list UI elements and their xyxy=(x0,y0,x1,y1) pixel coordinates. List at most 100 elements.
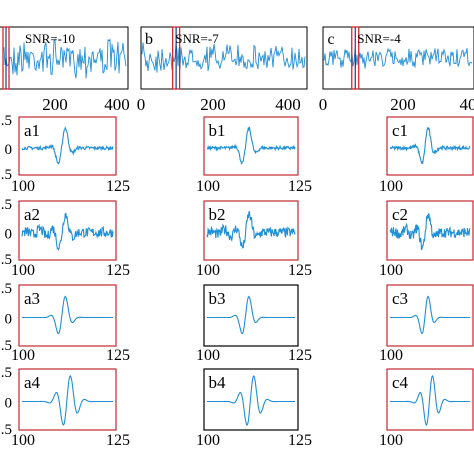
panel-letter: b xyxy=(145,31,153,48)
x-tick-label: 200 xyxy=(390,95,416,114)
subplot-b1 xyxy=(203,116,299,176)
y-tick-label: .5 xyxy=(1,167,12,183)
subplot-frame xyxy=(203,116,299,176)
x-tick-label: 100 xyxy=(11,347,35,364)
x-tick-label: 0 xyxy=(137,95,146,114)
snr-label: SNR=-10 xyxy=(25,31,75,46)
subplot-c2 xyxy=(386,200,474,261)
y-tick-label: .5 xyxy=(1,365,12,381)
x-tick-label: 200 xyxy=(42,95,68,114)
x-tick-label: 125 xyxy=(288,347,312,364)
top-panel-frame xyxy=(140,26,308,90)
subplot-label: c1 xyxy=(392,121,408,140)
subplot-frame xyxy=(18,284,117,347)
x-tick-label: 100 xyxy=(379,262,403,279)
subplot-label: b3 xyxy=(209,289,226,308)
subplot-trace xyxy=(21,212,114,251)
subplot-trace xyxy=(206,210,296,249)
subplot-trace xyxy=(207,374,295,426)
y-tick-label: .5 xyxy=(1,281,12,297)
x-tick-label: 125 xyxy=(288,262,312,279)
subplot-c4 xyxy=(386,368,474,431)
snr-label: SNR=-7 xyxy=(175,31,219,46)
subplot-label: c4 xyxy=(392,373,409,392)
top-panel-b xyxy=(140,26,308,90)
x-tick-label: 100 xyxy=(379,347,403,364)
subplot-frame xyxy=(18,116,117,176)
x-tick-label: 125 xyxy=(288,432,312,449)
x-tick-label: 100 xyxy=(196,347,220,364)
x-tick-label: 0 xyxy=(319,95,328,114)
subplot-trace xyxy=(21,125,114,165)
x-tick-label: 125 xyxy=(106,262,130,279)
subplot-trace xyxy=(390,374,470,426)
top-panel-a xyxy=(0,26,129,90)
subplot-c1 xyxy=(386,116,474,176)
subplot-trace xyxy=(22,374,113,426)
trace-line xyxy=(2,37,127,79)
x-tick-label: 100 xyxy=(379,178,403,195)
x-tick-label: 100 xyxy=(196,262,220,279)
subplot-trace xyxy=(206,126,296,165)
subplot-label: b1 xyxy=(209,121,226,140)
subplot-frame xyxy=(386,200,474,261)
x-tick-label: 100 xyxy=(11,178,35,195)
x-tick-label: 125 xyxy=(106,347,130,364)
subplot-frame xyxy=(203,200,299,261)
x-tick-label: 125 xyxy=(106,432,130,449)
top-panel-c xyxy=(322,26,474,90)
x-tick-label: 200 xyxy=(200,95,226,114)
subplot-trace xyxy=(389,126,471,165)
subplot-a2 xyxy=(18,200,117,261)
subplot-trace xyxy=(22,295,113,335)
snr-label: SNR=-4 xyxy=(357,31,401,46)
subplot-label: a1 xyxy=(24,121,40,140)
subplot-label: a3 xyxy=(24,289,40,308)
subplot-frame xyxy=(386,284,474,347)
subplot-label: c2 xyxy=(392,205,408,224)
subplot-trace xyxy=(390,295,470,335)
y-tick-label: 0 xyxy=(5,227,13,243)
subplot-frame xyxy=(203,368,299,431)
subplot-label: b4 xyxy=(209,373,227,392)
y-tick-label: .5 xyxy=(1,252,12,268)
subplot-trace xyxy=(389,213,471,251)
subplot-c3 xyxy=(386,284,474,347)
y-tick-label: .5 xyxy=(1,113,12,129)
subplot-b4 xyxy=(203,368,299,431)
top-panel-frame xyxy=(322,26,474,90)
subplot-b2 xyxy=(203,200,299,261)
subplot-a1 xyxy=(18,116,117,176)
subplot-a4 xyxy=(18,368,117,431)
subplot-frame xyxy=(203,284,299,347)
y-tick-label: 0 xyxy=(5,312,13,328)
x-tick-label: 100 xyxy=(11,432,35,449)
subplot-b3 xyxy=(203,284,299,347)
x-tick-label: 400 xyxy=(275,95,301,114)
x-tick-label: 40 xyxy=(460,95,474,114)
trace-line xyxy=(141,42,306,73)
x-tick-label: 100 xyxy=(196,178,220,195)
subplot-label: b2 xyxy=(209,205,226,224)
x-tick-label: 100 xyxy=(11,262,35,279)
subplot-label: c3 xyxy=(392,289,408,308)
x-tick-label: 400 xyxy=(104,95,130,114)
subplot-trace xyxy=(207,295,295,335)
subplot-frame xyxy=(18,368,117,431)
y-tick-label: 0 xyxy=(5,396,13,412)
subplot-frame xyxy=(18,200,117,261)
subplot-label: a2 xyxy=(24,205,40,224)
subplot-label: a4 xyxy=(24,373,41,392)
subplot-frame xyxy=(386,368,474,431)
top-panel-frame xyxy=(0,26,129,90)
x-tick-label: 100 xyxy=(379,432,403,449)
trace-line xyxy=(323,47,473,69)
x-tick-label: 125 xyxy=(288,178,312,195)
subplot-frame xyxy=(386,116,474,176)
x-tick-label: 125 xyxy=(106,178,130,195)
subplot-a3 xyxy=(18,284,117,347)
y-tick-label: .5 xyxy=(1,338,12,354)
y-tick-label: .5 xyxy=(1,197,12,213)
x-tick-label: 100 xyxy=(196,432,220,449)
